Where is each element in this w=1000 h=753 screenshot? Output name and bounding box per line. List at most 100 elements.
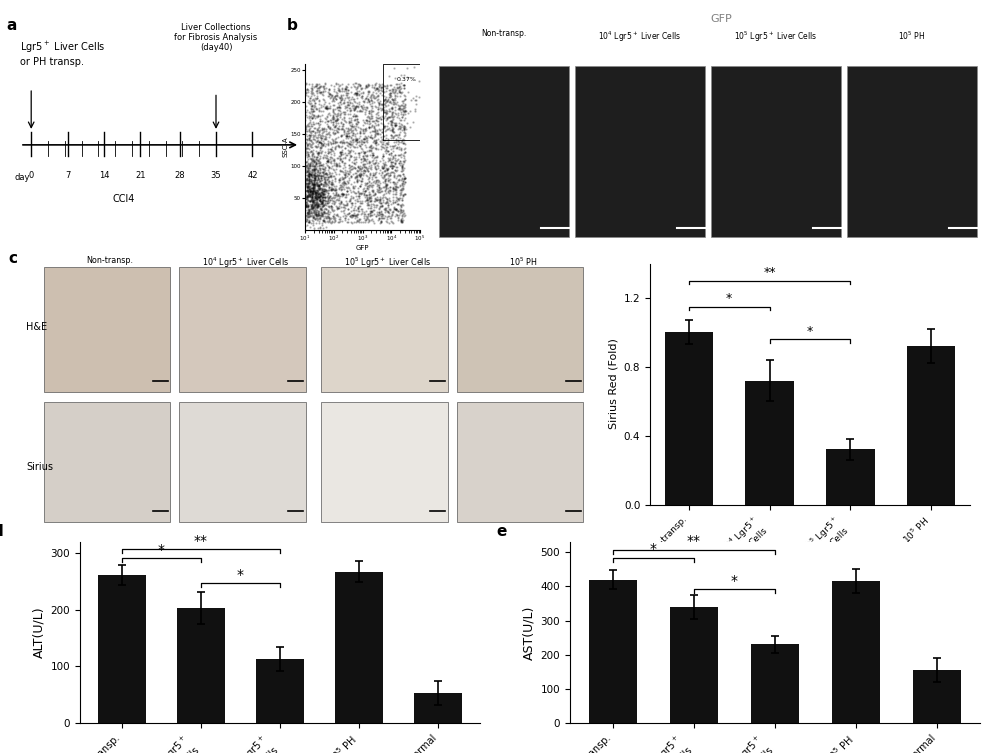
Point	[357, 125, 373, 137]
Point	[303, 96, 319, 108]
Point	[325, 113, 341, 125]
Point	[370, 127, 386, 139]
Point	[339, 96, 355, 108]
Point	[287, 184, 303, 197]
Point	[368, 210, 384, 222]
Point	[318, 133, 334, 145]
Point	[388, 161, 404, 173]
Point	[393, 203, 409, 215]
Point	[362, 195, 378, 207]
Point	[370, 93, 386, 105]
Point	[347, 194, 363, 206]
Point	[393, 108, 409, 120]
Point	[351, 190, 367, 202]
Point	[340, 175, 356, 187]
Point	[381, 184, 397, 196]
Point	[322, 167, 338, 179]
Point	[379, 179, 395, 191]
Point	[380, 206, 396, 218]
Point	[307, 163, 323, 175]
Point	[361, 141, 377, 153]
Point	[311, 183, 327, 195]
Point	[318, 180, 334, 192]
Point	[381, 218, 397, 230]
Point	[292, 161, 308, 173]
Point	[300, 194, 316, 206]
Point	[303, 90, 319, 102]
Point	[317, 210, 333, 222]
Point	[331, 174, 347, 186]
Point	[363, 145, 379, 157]
Point	[328, 90, 344, 102]
Point	[366, 194, 382, 206]
Point	[395, 208, 411, 220]
Point	[372, 191, 388, 203]
Point	[394, 87, 410, 99]
Point	[314, 184, 330, 196]
Point	[388, 204, 404, 216]
Point	[305, 185, 321, 197]
Point	[366, 136, 382, 148]
Point	[356, 187, 372, 200]
Point	[397, 209, 413, 221]
Point	[317, 169, 333, 181]
Point	[314, 133, 330, 145]
Point	[300, 191, 316, 203]
Point	[304, 148, 320, 160]
Point	[386, 178, 402, 190]
Point	[308, 85, 324, 97]
Point	[298, 147, 314, 159]
Point	[312, 200, 328, 212]
Point	[304, 171, 320, 183]
Point	[394, 161, 410, 173]
Point	[317, 194, 333, 206]
Point	[350, 78, 366, 90]
Point	[380, 111, 396, 123]
Point	[308, 198, 324, 210]
Point	[300, 153, 316, 165]
Point	[331, 141, 347, 153]
Point	[340, 125, 356, 137]
Point	[363, 112, 379, 124]
Point	[373, 84, 389, 96]
Point	[303, 129, 319, 141]
Point	[300, 190, 316, 202]
Point	[365, 90, 381, 102]
Point	[379, 112, 395, 124]
Point	[382, 160, 398, 172]
Point	[312, 195, 328, 207]
Point	[388, 203, 404, 215]
Point	[315, 191, 331, 203]
Text: 10$^4$ Lgr5$^+$ Liver Cells: 10$^4$ Lgr5$^+$ Liver Cells	[202, 256, 289, 270]
Point	[330, 117, 346, 129]
Point	[318, 178, 334, 191]
Point	[371, 167, 387, 179]
Point	[396, 105, 412, 117]
Point	[317, 101, 333, 113]
Point	[334, 136, 350, 148]
Point	[339, 184, 355, 197]
Point	[343, 209, 359, 221]
Point	[290, 196, 306, 208]
Point	[315, 194, 331, 206]
Point	[314, 204, 330, 216]
Point	[375, 83, 391, 95]
Point	[319, 191, 335, 203]
Point	[341, 159, 357, 171]
Point	[312, 212, 328, 224]
Point	[338, 127, 354, 139]
Point	[320, 176, 336, 188]
Point	[323, 148, 339, 160]
Point	[369, 94, 385, 106]
Point	[304, 176, 320, 188]
Point	[377, 110, 393, 122]
Point	[305, 170, 321, 182]
Point	[299, 181, 315, 193]
Point	[349, 214, 365, 226]
Point	[316, 187, 332, 200]
Point	[313, 134, 329, 146]
Point	[342, 209, 358, 221]
Point	[377, 166, 393, 178]
Point	[392, 179, 408, 191]
Point	[301, 203, 317, 215]
